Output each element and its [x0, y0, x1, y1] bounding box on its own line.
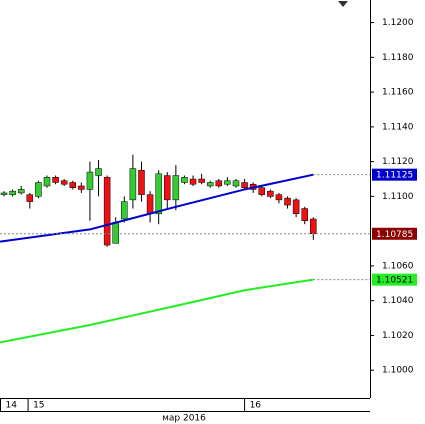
- candle-body: [129, 168, 137, 201]
- candle-body: [43, 177, 51, 187]
- candle-body: [267, 190, 274, 197]
- candle-body: [95, 168, 102, 176]
- candle-body: [78, 185, 85, 190]
- price-label-bg: [372, 273, 417, 286]
- price-label: 1.10785: [376, 230, 413, 240]
- candle-body: [215, 180, 223, 187]
- candle-body: [35, 182, 42, 197]
- x-tick-label: 15: [33, 401, 44, 411]
- y-tick-label: 1.1100: [382, 192, 414, 202]
- price-label-bg: [372, 227, 417, 240]
- candle-body: [301, 208, 308, 221]
- y-tick-label: 1.1160: [382, 88, 414, 98]
- candle-body: [146, 194, 154, 215]
- candle-body: [52, 177, 59, 183]
- candle-body: [284, 197, 291, 206]
- candle-body: [103, 177, 111, 246]
- x-tick-label: 14: [6, 401, 18, 411]
- candle-body: [164, 175, 171, 201]
- candle-body: [112, 222, 119, 244]
- y-tick-label: 1.1060: [382, 261, 414, 271]
- candle-body: [232, 180, 240, 187]
- candle-body: [258, 187, 266, 195]
- moving-average: [0, 278, 314, 344]
- candle-body: [181, 177, 188, 183]
- price-label-bg: [372, 168, 417, 181]
- price-label: 1.11125: [376, 171, 413, 181]
- candle-body: [310, 218, 317, 235]
- y-tick-label: 1.1180: [382, 53, 414, 63]
- candle-body: [17, 189, 25, 194]
- y-tick-label: 1.1200: [382, 18, 414, 28]
- candle-body: [9, 190, 16, 195]
- candle-body: [69, 182, 77, 188]
- y-tick-label: 1.1000: [382, 366, 414, 376]
- y-tick-label: 1.1020: [382, 331, 414, 341]
- x-axis-label: мар 2016: [162, 414, 206, 424]
- candle-body: [138, 170, 145, 195]
- candle-body: [224, 180, 231, 185]
- y-tick-label: 1.1140: [382, 122, 414, 132]
- candle-body: [198, 178, 205, 183]
- x-tick-label: 16: [250, 401, 262, 411]
- moving-average: [0, 173, 314, 243]
- candle-body: [275, 194, 283, 201]
- candle-body: [60, 180, 68, 185]
- candle-body: [292, 199, 300, 215]
- candle-body: [86, 171, 94, 190]
- candle-body: [241, 182, 248, 188]
- candle-body: [172, 175, 180, 201]
- candle-body: [155, 173, 162, 215]
- candle-body: [26, 194, 34, 202]
- candle-body: [121, 201, 128, 220]
- candle-body: [206, 182, 214, 187]
- y-tick-label: 1.1120: [382, 157, 414, 167]
- price-label: 1.10521: [376, 276, 413, 286]
- candle-body: [189, 178, 197, 185]
- candle-body: [0, 192, 8, 195]
- y-tick-label: 1.1040: [382, 296, 414, 306]
- scroll-marker: [338, 1, 348, 7]
